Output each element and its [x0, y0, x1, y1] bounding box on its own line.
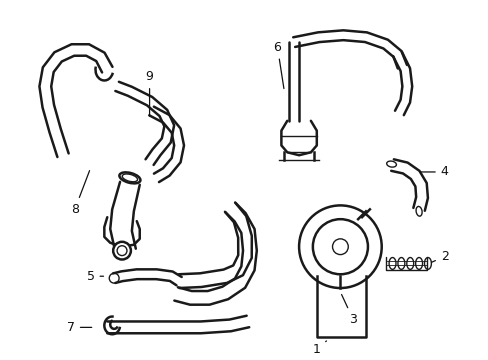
Text: 6: 6	[273, 41, 284, 89]
Text: 7: 7	[67, 321, 92, 334]
Text: 9: 9	[145, 70, 153, 116]
Circle shape	[109, 273, 119, 283]
Circle shape	[332, 239, 347, 255]
Text: 1: 1	[312, 341, 326, 356]
Text: 5: 5	[86, 270, 103, 283]
Text: 8: 8	[71, 171, 89, 216]
Circle shape	[299, 206, 381, 288]
Text: 3: 3	[341, 294, 356, 326]
Circle shape	[312, 219, 367, 274]
Ellipse shape	[415, 206, 421, 216]
Ellipse shape	[386, 161, 396, 167]
Text: 2: 2	[430, 250, 447, 263]
Ellipse shape	[122, 174, 137, 182]
Ellipse shape	[119, 172, 140, 183]
Circle shape	[113, 242, 131, 260]
Text: 4: 4	[419, 166, 447, 179]
Circle shape	[117, 246, 127, 256]
